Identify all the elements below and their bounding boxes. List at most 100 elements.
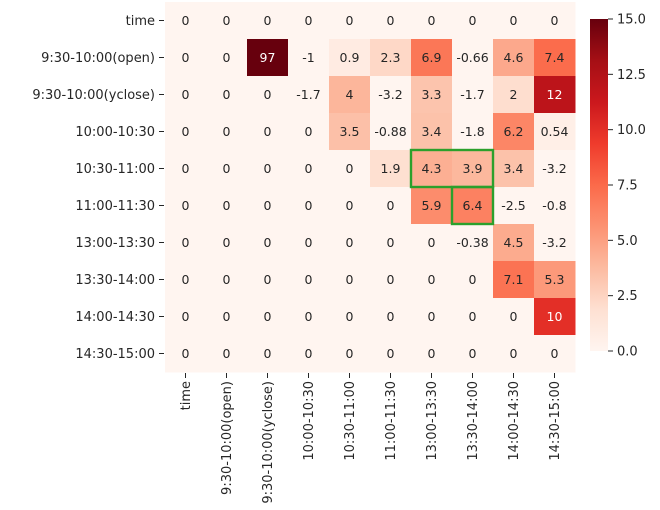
heatmap-cell	[534, 76, 576, 114]
colorbar-tick-label: 2.5	[617, 289, 638, 304]
heatmap-cell	[329, 261, 371, 299]
cell-value-label: 1.9	[381, 161, 401, 176]
heatmap-cell	[534, 2, 576, 40]
cell-value-label: 0	[428, 272, 436, 287]
heatmap-cell	[247, 261, 289, 299]
cell-value-label: -3.2	[542, 235, 566, 250]
heatmap-cell	[329, 39, 371, 77]
heatmap-cell	[411, 335, 453, 373]
cell-value-label: 0	[182, 50, 190, 65]
heatmap-cell	[534, 39, 576, 77]
cell-value-label: 0	[264, 124, 272, 139]
heatmap-cell	[247, 2, 289, 40]
heatmap-cell	[288, 187, 330, 225]
cell-value-label: 0	[223, 50, 231, 65]
cell-value-label: 0	[428, 309, 436, 324]
heatmap-cell	[288, 39, 330, 77]
heatmap-cell	[493, 76, 535, 114]
heatmap-cell	[247, 76, 289, 114]
cell-value-label: 0	[182, 235, 190, 250]
cell-value-label: 0	[264, 198, 272, 213]
heatmap-cell	[411, 113, 453, 151]
column-tick-label: 14:30-15:00	[548, 381, 563, 461]
heatmap-cell	[370, 187, 412, 225]
row-tick-label: 10:30-11:00	[75, 162, 155, 177]
heatmap-cell	[370, 298, 412, 336]
cell-value-label: 0	[264, 13, 272, 28]
colorbar: 0.0 2.5 5.0 7.5 10.0 12.5 15.0	[590, 13, 646, 360]
cell-value-label: 0	[551, 13, 559, 28]
column-tick-label: 14:00-14:30	[507, 381, 522, 461]
heatmap-cell	[288, 261, 330, 299]
column-tick-label: 9:30-10:00(yclose)	[261, 381, 276, 504]
cell-value-label: 0	[264, 87, 272, 102]
cell-value-label: 3.4	[422, 124, 442, 139]
cell-value-label: 0	[428, 235, 436, 250]
colorbar-tick-label: 0.0	[617, 345, 638, 360]
heatmap-cell	[493, 150, 535, 188]
heatmap-cell	[370, 39, 412, 77]
heatmap-cell	[247, 224, 289, 262]
colorbar-tick-label: 7.5	[617, 179, 638, 194]
cell-value-label: 0	[182, 198, 190, 213]
heatmap-cell	[452, 224, 494, 262]
heatmap-cell	[493, 2, 535, 40]
cell-value-label: 5.3	[545, 272, 565, 287]
cell-value-label: 0	[387, 198, 395, 213]
heatmap-cell	[493, 224, 535, 262]
heatmap-cell	[493, 261, 535, 299]
heatmap-cell	[411, 261, 453, 299]
cell-value-label: 0	[305, 198, 313, 213]
column-tick-label: 10:00-10:30	[302, 381, 317, 461]
heatmap-cell	[206, 39, 248, 77]
cell-value-label: -2.5	[501, 198, 525, 213]
cell-value-label: 2	[510, 87, 518, 102]
cell-value-label: 0	[223, 161, 231, 176]
cell-value-label: 2.3	[381, 50, 401, 65]
cell-value-label: 0	[223, 346, 231, 361]
heatmap-cell	[247, 113, 289, 151]
cell-value-label: 0	[346, 346, 354, 361]
row-tick-label: 9:30-10:00(open)	[41, 51, 155, 66]
heatmap-cell	[247, 187, 289, 225]
heatmap-cell	[493, 187, 535, 225]
heatmap-cell	[452, 76, 494, 114]
column-tick-label: 9:30-10:00(open)	[220, 381, 235, 495]
cell-value-label: 0	[305, 13, 313, 28]
heatmap-cell	[370, 150, 412, 188]
cell-value-label: 12	[547, 87, 563, 102]
heatmap-cell	[452, 335, 494, 373]
heatmap-cell	[534, 224, 576, 262]
cell-value-label: 0	[469, 272, 477, 287]
heatmap-cell	[247, 39, 289, 77]
cell-value-label: 0	[223, 235, 231, 250]
cell-value-label: 0	[469, 346, 477, 361]
heatmap-cell	[165, 76, 207, 114]
heatmap-cell	[370, 335, 412, 373]
heatmap-cell	[493, 113, 535, 151]
cell-value-label: -0.88	[374, 124, 406, 139]
cell-value-label: 0	[264, 309, 272, 324]
cell-value-label: 3.9	[463, 161, 483, 176]
cell-value-label: 0	[264, 346, 272, 361]
cell-value-label: -0.8	[542, 198, 566, 213]
cell-value-label: 0	[346, 235, 354, 250]
heatmap-cell	[288, 224, 330, 262]
cell-value-label: 0	[469, 13, 477, 28]
colorbar-gradient	[590, 19, 608, 351]
cell-value-label: 0	[223, 198, 231, 213]
row-tick-label: 13:30-14:00	[75, 273, 155, 288]
cell-value-label: -0.66	[456, 50, 488, 65]
row-tick-label: 11:00-11:30	[75, 199, 155, 214]
heatmap-cell	[452, 39, 494, 77]
heatmap-cell	[411, 187, 453, 225]
heatmap-cell	[329, 298, 371, 336]
cell-value-label: 0	[387, 309, 395, 324]
cell-value-label: 0	[182, 346, 190, 361]
cell-value-label: -1.7	[460, 87, 484, 102]
cell-value-label: 0	[387, 13, 395, 28]
heatmap-cell	[452, 261, 494, 299]
heatmap-cell	[370, 224, 412, 262]
heatmap-cell	[247, 150, 289, 188]
cell-value-label: 0	[305, 235, 313, 250]
